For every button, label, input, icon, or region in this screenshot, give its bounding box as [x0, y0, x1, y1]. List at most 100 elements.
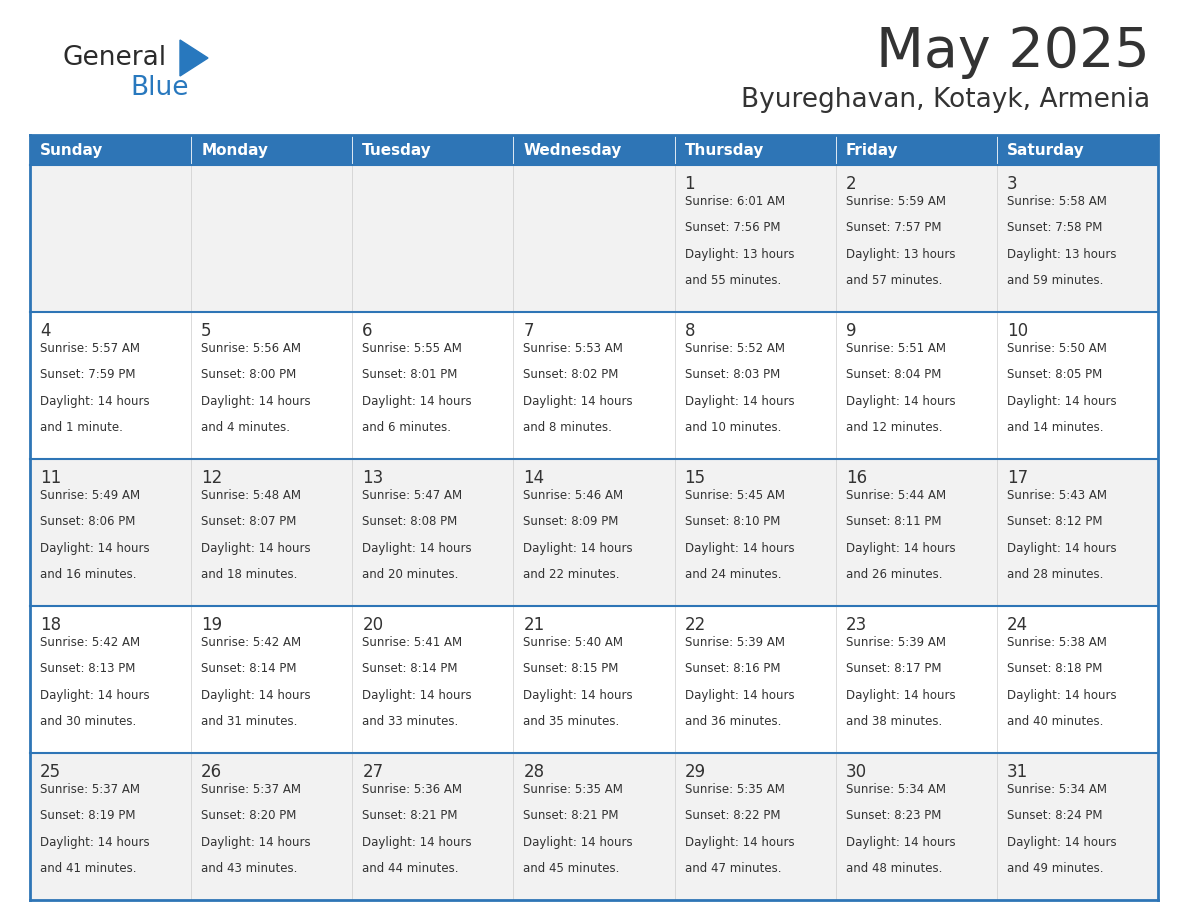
Text: 7: 7 — [524, 322, 533, 340]
Bar — [353, 312, 513, 459]
Text: 8: 8 — [684, 322, 695, 340]
Text: Sunset: 8:16 PM: Sunset: 8:16 PM — [684, 663, 781, 676]
Text: and 48 minutes.: and 48 minutes. — [846, 862, 942, 876]
Text: 23: 23 — [846, 616, 867, 634]
Text: Sunrise: 5:43 AM: Sunrise: 5:43 AM — [1007, 489, 1107, 502]
Text: Sunset: 8:21 PM: Sunset: 8:21 PM — [524, 810, 619, 823]
Text: and 38 minutes.: and 38 minutes. — [846, 715, 942, 728]
Bar — [835, 606, 997, 753]
Text: and 30 minutes.: and 30 minutes. — [40, 715, 137, 728]
Bar — [997, 165, 1158, 312]
Text: Sunrise: 5:49 AM: Sunrise: 5:49 AM — [40, 489, 140, 502]
Text: and 1 minute.: and 1 minute. — [40, 421, 122, 434]
Text: Daylight: 13 hours: Daylight: 13 hours — [684, 248, 794, 261]
Text: 6: 6 — [362, 322, 373, 340]
Bar — [513, 135, 675, 165]
Text: Daylight: 13 hours: Daylight: 13 hours — [1007, 248, 1117, 261]
Text: Sunset: 7:59 PM: Sunset: 7:59 PM — [40, 368, 135, 382]
Text: Sunrise: 5:35 AM: Sunrise: 5:35 AM — [524, 783, 624, 796]
Bar — [835, 312, 997, 459]
Text: Sunrise: 5:59 AM: Sunrise: 5:59 AM — [846, 195, 946, 208]
Text: Sunrise: 5:45 AM: Sunrise: 5:45 AM — [684, 489, 784, 502]
Text: Daylight: 14 hours: Daylight: 14 hours — [1007, 395, 1117, 408]
Text: Daylight: 14 hours: Daylight: 14 hours — [684, 688, 795, 702]
Text: and 33 minutes.: and 33 minutes. — [362, 715, 459, 728]
Bar — [191, 135, 353, 165]
Text: and 8 minutes.: and 8 minutes. — [524, 421, 612, 434]
Text: Sunset: 7:56 PM: Sunset: 7:56 PM — [684, 221, 781, 234]
Text: Daylight: 14 hours: Daylight: 14 hours — [1007, 542, 1117, 554]
Text: Daylight: 14 hours: Daylight: 14 hours — [524, 836, 633, 849]
Text: Sunrise: 6:01 AM: Sunrise: 6:01 AM — [684, 195, 785, 208]
Text: Monday: Monday — [201, 142, 268, 158]
Text: Daylight: 14 hours: Daylight: 14 hours — [201, 836, 311, 849]
Bar — [997, 312, 1158, 459]
Text: and 43 minutes.: and 43 minutes. — [201, 862, 297, 876]
Text: Sunset: 8:17 PM: Sunset: 8:17 PM — [846, 663, 941, 676]
Text: 9: 9 — [846, 322, 857, 340]
Text: Sunrise: 5:47 AM: Sunrise: 5:47 AM — [362, 489, 462, 502]
Text: Sunrise: 5:51 AM: Sunrise: 5:51 AM — [846, 342, 946, 355]
Text: Sunset: 7:58 PM: Sunset: 7:58 PM — [1007, 221, 1102, 234]
Text: Sunset: 8:01 PM: Sunset: 8:01 PM — [362, 368, 457, 382]
Text: Sunrise: 5:56 AM: Sunrise: 5:56 AM — [201, 342, 301, 355]
Text: and 41 minutes.: and 41 minutes. — [40, 862, 137, 876]
Text: 20: 20 — [362, 616, 384, 634]
Bar — [30, 753, 191, 900]
Bar — [513, 606, 675, 753]
Text: Friday: Friday — [846, 142, 898, 158]
Text: and 18 minutes.: and 18 minutes. — [201, 568, 297, 581]
Bar — [835, 459, 997, 606]
Text: Sunset: 8:24 PM: Sunset: 8:24 PM — [1007, 810, 1102, 823]
Text: Sunset: 8:13 PM: Sunset: 8:13 PM — [40, 663, 135, 676]
Text: Sunset: 8:10 PM: Sunset: 8:10 PM — [684, 515, 781, 529]
Text: 27: 27 — [362, 763, 384, 781]
Text: 22: 22 — [684, 616, 706, 634]
Text: Sunday: Sunday — [40, 142, 103, 158]
Text: Sunset: 8:14 PM: Sunset: 8:14 PM — [201, 663, 297, 676]
Text: 5: 5 — [201, 322, 211, 340]
Text: 24: 24 — [1007, 616, 1028, 634]
Text: 18: 18 — [40, 616, 61, 634]
Text: Sunrise: 5:55 AM: Sunrise: 5:55 AM — [362, 342, 462, 355]
Bar — [30, 135, 191, 165]
Bar — [30, 165, 191, 312]
Text: 19: 19 — [201, 616, 222, 634]
Text: 25: 25 — [40, 763, 61, 781]
Text: Sunset: 8:23 PM: Sunset: 8:23 PM — [846, 810, 941, 823]
Text: Daylight: 14 hours: Daylight: 14 hours — [362, 688, 472, 702]
Text: and 44 minutes.: and 44 minutes. — [362, 862, 459, 876]
Bar — [997, 606, 1158, 753]
Bar — [30, 606, 191, 753]
Text: Daylight: 14 hours: Daylight: 14 hours — [846, 836, 955, 849]
Text: Sunrise: 5:39 AM: Sunrise: 5:39 AM — [684, 636, 784, 649]
Text: Sunrise: 5:37 AM: Sunrise: 5:37 AM — [40, 783, 140, 796]
Bar — [30, 312, 191, 459]
Text: and 6 minutes.: and 6 minutes. — [362, 421, 451, 434]
Text: Sunrise: 5:39 AM: Sunrise: 5:39 AM — [846, 636, 946, 649]
Text: 15: 15 — [684, 469, 706, 487]
Text: Daylight: 14 hours: Daylight: 14 hours — [1007, 836, 1117, 849]
Text: General: General — [62, 45, 166, 71]
Bar — [835, 135, 997, 165]
Text: 13: 13 — [362, 469, 384, 487]
Bar — [835, 165, 997, 312]
Text: and 57 minutes.: and 57 minutes. — [846, 274, 942, 287]
Text: Blue: Blue — [129, 75, 189, 101]
Text: Daylight: 14 hours: Daylight: 14 hours — [40, 395, 150, 408]
Bar — [675, 606, 835, 753]
Text: 29: 29 — [684, 763, 706, 781]
Text: Daylight: 14 hours: Daylight: 14 hours — [684, 542, 795, 554]
Text: Sunset: 8:09 PM: Sunset: 8:09 PM — [524, 515, 619, 529]
Bar — [353, 606, 513, 753]
Text: 31: 31 — [1007, 763, 1028, 781]
Text: Byureghavan, Kotayk, Armenia: Byureghavan, Kotayk, Armenia — [741, 87, 1150, 113]
Bar — [513, 753, 675, 900]
Text: Sunrise: 5:46 AM: Sunrise: 5:46 AM — [524, 489, 624, 502]
Text: Daylight: 14 hours: Daylight: 14 hours — [846, 688, 955, 702]
Text: Sunrise: 5:48 AM: Sunrise: 5:48 AM — [201, 489, 301, 502]
Text: 26: 26 — [201, 763, 222, 781]
Text: Daylight: 14 hours: Daylight: 14 hours — [846, 542, 955, 554]
Text: and 20 minutes.: and 20 minutes. — [362, 568, 459, 581]
Text: Sunrise: 5:41 AM: Sunrise: 5:41 AM — [362, 636, 462, 649]
